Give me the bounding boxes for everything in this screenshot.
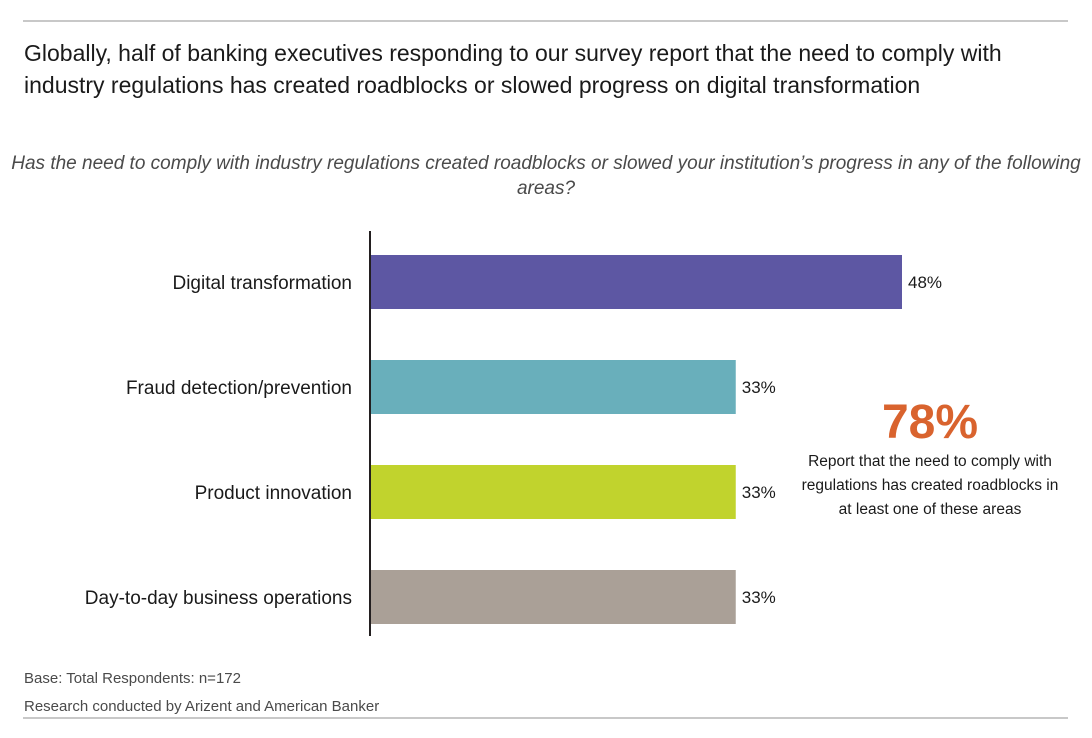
value-label: 48% (908, 273, 942, 292)
category-label: Fraud detection/prevention (126, 378, 352, 399)
chart-question: Has the need to comply with industry reg… (11, 153, 1081, 199)
bar-3 (370, 570, 736, 624)
page-title: Globally, half of banking executives res… (24, 40, 1002, 98)
value-label: 33% (742, 588, 776, 607)
category-label: Product innovation (195, 483, 352, 504)
callout-value: 78% (881, 396, 979, 449)
bottom-divider (23, 717, 1068, 719)
value-label: 33% (742, 378, 776, 397)
source-note: Research conducted by Arizent and Americ… (24, 698, 380, 715)
bar-0 (370, 255, 902, 309)
callout-text: Report that the need to comply with regu… (801, 453, 1059, 518)
category-label: Digital transformation (172, 273, 352, 294)
value-label: 33% (742, 483, 776, 502)
callout: 78% Report that the need to comply with … (800, 396, 1060, 522)
bar-2 (370, 465, 736, 519)
top-divider (23, 20, 1068, 22)
bar-1 (370, 360, 736, 414)
base-note: Base: Total Respondents: n=172 (24, 670, 241, 687)
category-label: Day-to-day business operations (85, 588, 352, 609)
